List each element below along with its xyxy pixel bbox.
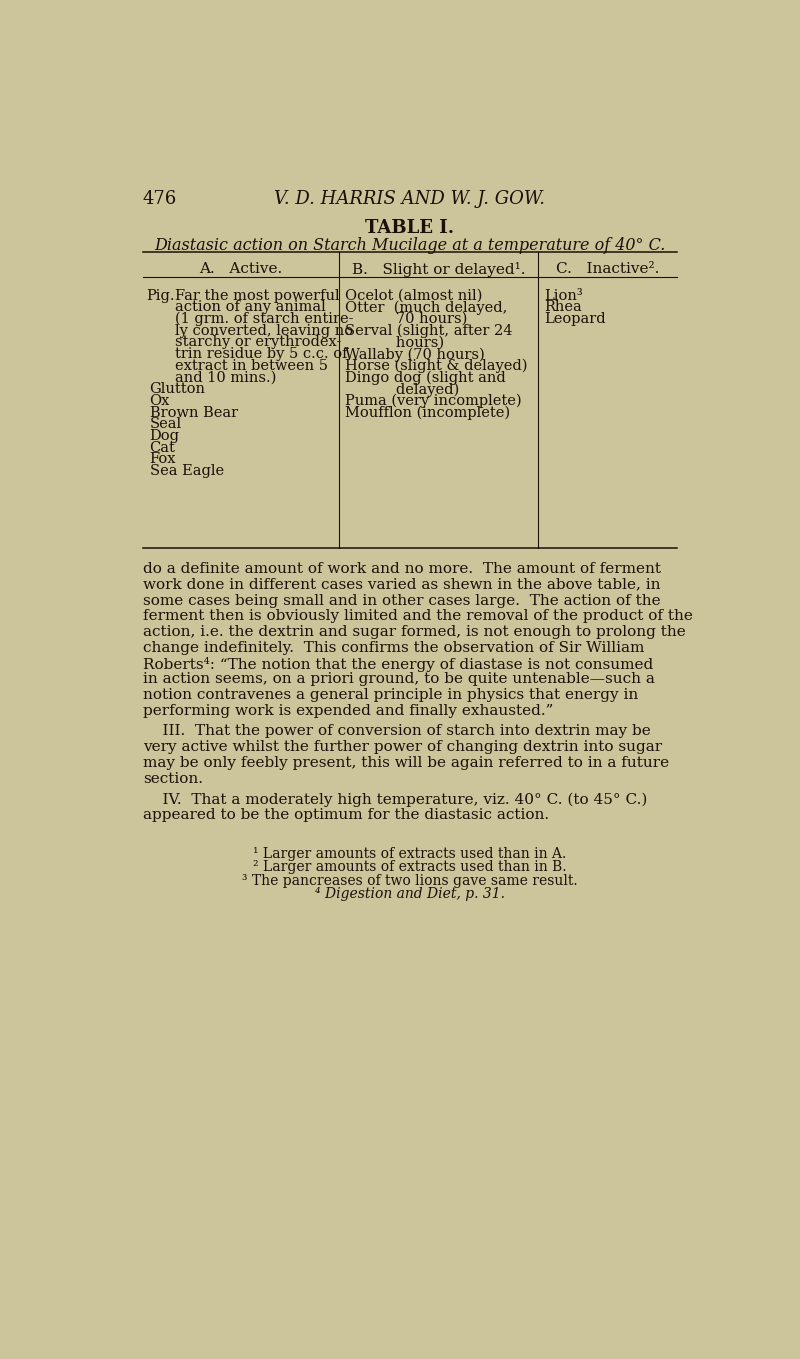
- Text: Roberts⁴: “The notion that the energy of diastase is not consumed: Roberts⁴: “The notion that the energy of…: [142, 656, 653, 671]
- Text: Glutton: Glutton: [150, 382, 206, 397]
- Text: action of any animal: action of any animal: [175, 300, 326, 314]
- Text: Dingo dog (slight and: Dingo dog (slight and: [345, 371, 506, 385]
- Text: (1 grm. of starch entire-: (1 grm. of starch entire-: [175, 313, 354, 326]
- Text: 70 hours): 70 hours): [345, 313, 467, 326]
- Text: Dog: Dog: [150, 429, 179, 443]
- Text: C.   Inactive².: C. Inactive².: [556, 262, 659, 276]
- Text: Moufflon (incomplete): Moufflon (incomplete): [345, 405, 510, 420]
- Text: Otter  (much delayed,: Otter (much delayed,: [345, 300, 507, 315]
- Text: Ocelot (almost nil): Ocelot (almost nil): [345, 288, 482, 303]
- Text: Pig.: Pig.: [146, 288, 175, 303]
- Text: Fox: Fox: [150, 453, 176, 466]
- Text: Brown Bear: Brown Bear: [150, 405, 238, 420]
- Text: ly converted, leaving no: ly converted, leaving no: [175, 323, 354, 337]
- Text: Cat: Cat: [150, 440, 175, 455]
- Text: some cases being small and in other cases large.  The action of the: some cases being small and in other case…: [142, 594, 660, 607]
- Text: Rhea: Rhea: [544, 300, 582, 314]
- Text: Lion³: Lion³: [544, 288, 583, 303]
- Text: Serval (slight, after 24: Serval (slight, after 24: [345, 323, 512, 338]
- Text: action, i.e. the dextrin and sugar formed, is not enough to prolong the: action, i.e. the dextrin and sugar forme…: [142, 625, 686, 639]
- Text: trin residue by 5 c.c. of: trin residue by 5 c.c. of: [175, 347, 348, 361]
- Text: Diastasic action on Starch Mucilage at a temperature of 40° C.: Diastasic action on Starch Mucilage at a…: [154, 236, 666, 254]
- Text: 476: 476: [142, 190, 177, 208]
- Text: hours): hours): [345, 336, 444, 349]
- Text: ² Larger amounts of extracts used than in B.: ² Larger amounts of extracts used than i…: [254, 860, 566, 874]
- Text: notion contravenes a general principle in physics that energy in: notion contravenes a general principle i…: [142, 688, 638, 703]
- Text: IV.  That a moderately high temperature, viz. 40° C. (to 45° C.): IV. That a moderately high temperature, …: [142, 792, 647, 806]
- Text: change indefinitely.  This confirms the observation of Sir William: change indefinitely. This confirms the o…: [142, 641, 644, 655]
- Text: very active whilst the further power of changing dextrin into sugar: very active whilst the further power of …: [142, 741, 662, 754]
- Text: appeared to be the optimum for the diastasic action.: appeared to be the optimum for the diast…: [142, 809, 549, 822]
- Text: V. D. HARRIS AND W. J. GOW.: V. D. HARRIS AND W. J. GOW.: [274, 190, 546, 208]
- Text: Far the most powerful: Far the most powerful: [175, 288, 340, 303]
- Text: Puma (very incomplete): Puma (very incomplete): [345, 394, 522, 408]
- Text: III.  That the power of conversion of starch into dextrin may be: III. That the power of conversion of sta…: [142, 724, 650, 738]
- Text: may be only feebly present, this will be again referred to in a future: may be only feebly present, this will be…: [142, 756, 669, 771]
- Text: delayed): delayed): [345, 382, 459, 397]
- Text: section.: section.: [142, 772, 202, 786]
- Text: and 10 mins.): and 10 mins.): [175, 371, 277, 385]
- Text: B.   Slight or delayed¹.: B. Slight or delayed¹.: [351, 262, 525, 277]
- Text: Leopard: Leopard: [544, 313, 606, 326]
- Text: Sea Eagle: Sea Eagle: [150, 465, 224, 478]
- Text: ¹ Larger amounts of extracts used than in A.: ¹ Larger amounts of extracts used than i…: [254, 847, 566, 860]
- Text: Horse (slight & delayed): Horse (slight & delayed): [345, 359, 527, 374]
- Text: A.   Active.: A. Active.: [199, 262, 282, 276]
- Text: ⁴ Digestion and Diet, p. 31.: ⁴ Digestion and Diet, p. 31.: [315, 887, 505, 901]
- Text: starchy or erythrodex-: starchy or erythrodex-: [175, 336, 342, 349]
- Text: work done in different cases varied as shewn in the above table, in: work done in different cases varied as s…: [142, 578, 660, 591]
- Text: Seal: Seal: [150, 417, 182, 431]
- Text: performing work is expended and finally exhausted.”: performing work is expended and finally …: [142, 704, 553, 718]
- Text: Ox: Ox: [150, 394, 170, 408]
- Text: ferment then is obviously limited and the removal of the product of the: ferment then is obviously limited and th…: [142, 609, 693, 624]
- Text: Wallaby (70 hours): Wallaby (70 hours): [345, 347, 485, 361]
- Text: extract in between 5: extract in between 5: [175, 359, 328, 372]
- Text: TABLE I.: TABLE I.: [366, 219, 454, 238]
- Text: do a definite amount of work and no more.  The amount of ferment: do a definite amount of work and no more…: [142, 561, 661, 576]
- Text: ³ The pancreases of two lions gave same result.: ³ The pancreases of two lions gave same …: [242, 874, 578, 887]
- Text: in action seems, on a priori ground, to be quite untenable—such a: in action seems, on a priori ground, to …: [142, 673, 654, 686]
